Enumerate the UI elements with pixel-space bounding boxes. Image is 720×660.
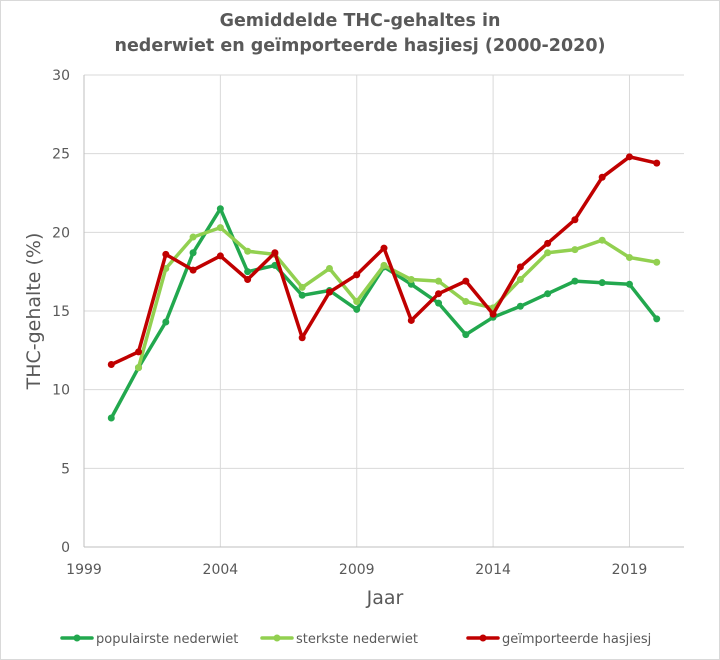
- legend-entry-3: geïmporteerde hasjiesj: [466, 632, 651, 647]
- data-point: [435, 290, 443, 298]
- series-lines: [107, 153, 661, 422]
- legend-label: geïmporteerde hasjiesj: [502, 632, 651, 647]
- x-axis-title: Jaar: [366, 587, 404, 609]
- data-point: [380, 261, 388, 269]
- data-point: [325, 265, 333, 273]
- data-point: [653, 159, 661, 167]
- x-tick-label: 2009: [339, 562, 375, 578]
- data-point: [244, 247, 252, 255]
- y-tick-label: 20: [52, 225, 70, 241]
- data-point: [107, 360, 115, 368]
- x-tick-label: 2019: [612, 562, 648, 578]
- legend-swatch-marker: [73, 634, 81, 642]
- data-point: [407, 316, 415, 324]
- y-tick-label: 15: [52, 304, 70, 320]
- data-point: [571, 277, 579, 285]
- data-point: [107, 414, 115, 422]
- data-point: [244, 276, 252, 284]
- data-point: [353, 271, 361, 279]
- data-point: [435, 299, 443, 307]
- data-point: [135, 348, 143, 356]
- y-tick-label: 0: [61, 540, 70, 556]
- legend-label: populairste nederwiet: [96, 632, 238, 647]
- data-point: [598, 173, 606, 181]
- data-point: [298, 291, 306, 299]
- data-point: [271, 249, 279, 257]
- data-point: [189, 233, 197, 241]
- data-point: [244, 268, 252, 276]
- data-point: [598, 236, 606, 244]
- legend-entry-1: populairste nederwiet: [60, 632, 238, 647]
- data-point: [653, 258, 661, 266]
- data-point: [189, 266, 197, 274]
- data-point: [353, 298, 361, 306]
- x-tick-label: 1999: [66, 562, 102, 578]
- series-3: [107, 153, 661, 368]
- data-point: [544, 239, 552, 247]
- data-point: [462, 298, 470, 306]
- data-point: [516, 263, 524, 271]
- chart-title-line-1: Gemiddelde THC-gehaltes in: [220, 11, 501, 31]
- data-point: [625, 153, 633, 161]
- data-point: [653, 315, 661, 323]
- y-axis-title: THC-gehalte (%): [23, 233, 45, 391]
- data-point: [189, 249, 197, 257]
- data-point: [544, 249, 552, 257]
- data-point: [462, 331, 470, 339]
- data-point: [625, 280, 633, 288]
- legend-label: sterkste nederwiet: [296, 632, 418, 647]
- y-tick-label: 25: [52, 147, 70, 163]
- data-point: [325, 288, 333, 296]
- legend: populairste nederwiet sterkste nederwiet g…: [60, 632, 651, 647]
- data-point: [435, 277, 443, 285]
- data-point: [544, 290, 552, 298]
- y-tick-label: 10: [52, 383, 70, 399]
- data-point: [298, 334, 306, 342]
- data-point: [353, 305, 361, 313]
- data-point: [516, 276, 524, 284]
- data-point: [216, 252, 224, 260]
- data-point: [216, 205, 224, 213]
- data-point: [380, 244, 388, 252]
- data-point: [298, 283, 306, 291]
- data-point: [135, 364, 143, 372]
- legend-entry-2: sterkste nederwiet: [260, 632, 418, 647]
- data-point: [162, 250, 170, 258]
- data-point: [598, 279, 606, 287]
- y-tick-label: 5: [61, 461, 70, 477]
- data-point: [462, 277, 470, 285]
- legend-swatch-marker: [479, 634, 487, 642]
- data-point: [516, 302, 524, 310]
- data-point: [571, 246, 579, 254]
- series-2: [135, 224, 661, 372]
- data-point: [407, 276, 415, 284]
- chart-title-line-2: nederwiet en geïmporteerde hasjiesj (200…: [114, 36, 605, 56]
- data-point: [216, 224, 224, 232]
- x-tick-label: 2004: [203, 562, 239, 578]
- data-point: [489, 310, 497, 318]
- axes: 0 5 10 15 20 25 30 1999 2004 2009 2014 2019: [52, 68, 684, 578]
- data-point: [162, 318, 170, 326]
- data-point: [571, 216, 579, 224]
- legend-swatch-marker: [273, 634, 281, 642]
- y-tick-label: 30: [52, 68, 70, 84]
- x-tick-label: 2014: [475, 562, 511, 578]
- data-point: [625, 254, 633, 262]
- series-line: [136, 225, 659, 370]
